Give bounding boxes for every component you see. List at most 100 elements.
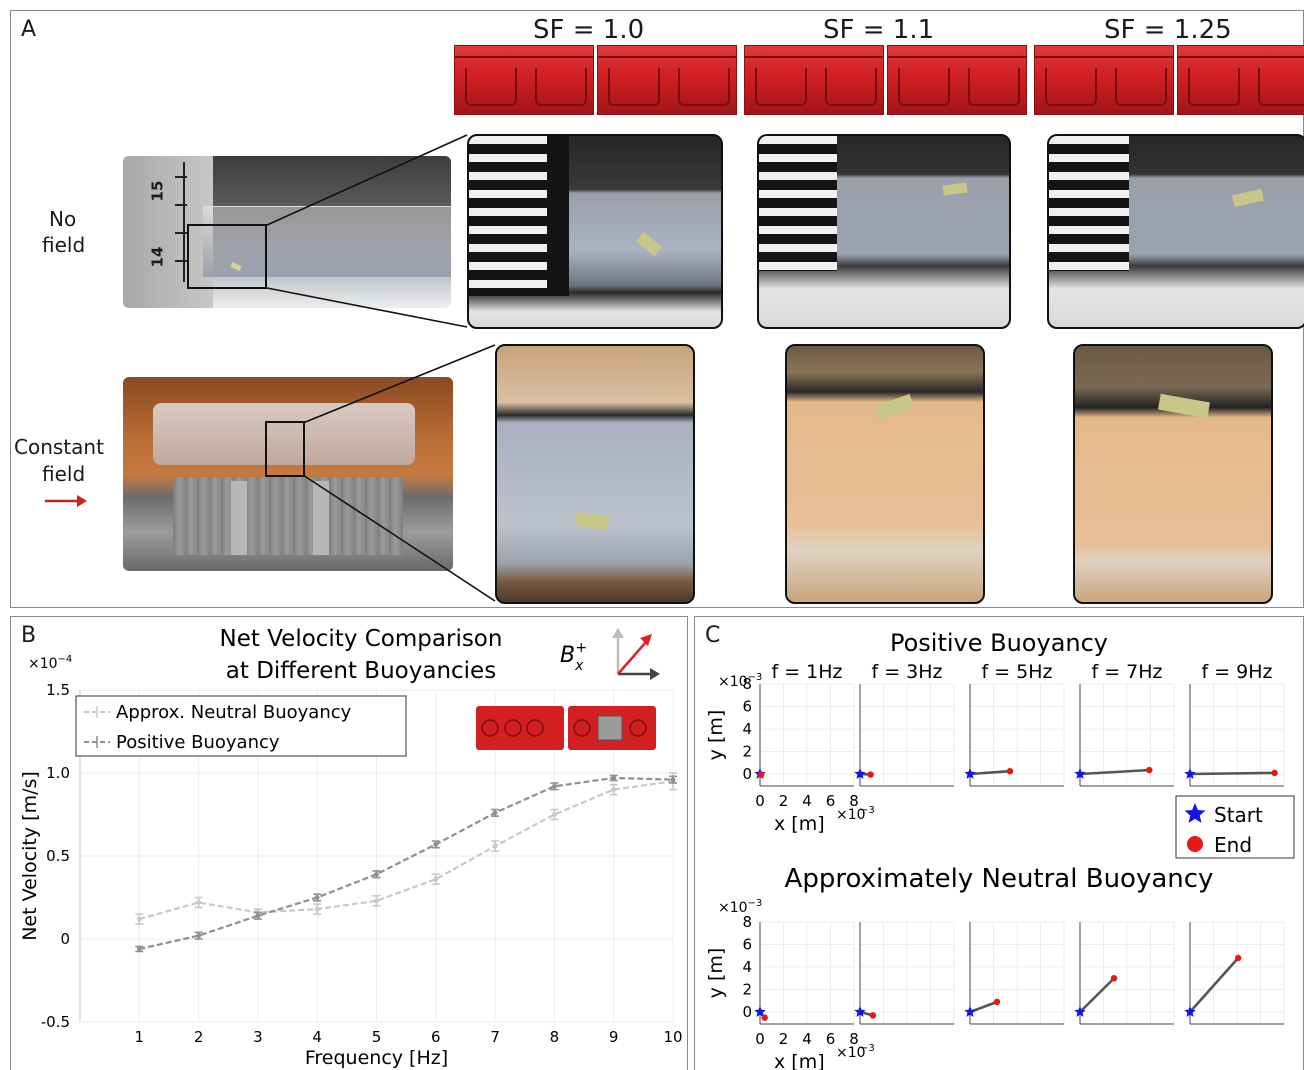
- end-marker: [1234, 954, 1242, 962]
- x-tick-label: 2: [779, 1030, 789, 1048]
- device-hole: [504, 719, 522, 737]
- panel-b: B: [10, 616, 688, 1070]
- axis-y-arrowhead: [612, 628, 624, 638]
- series-line: [139, 780, 674, 921]
- end-marker: [757, 771, 765, 778]
- data-point: [255, 913, 261, 919]
- field-superscript: +: [575, 640, 587, 656]
- x-tick-label: 10: [663, 1028, 682, 1046]
- photo-no-field-overview: 15 14: [123, 156, 451, 308]
- trajectory-path: [1079, 977, 1115, 1013]
- photo-sf-1-25-no-field: [1047, 134, 1304, 329]
- data-point: [492, 843, 498, 849]
- neutral-buoyancy-title: Approximately Neutral Buoyancy: [785, 864, 1214, 894]
- x-exponent-power: −3: [860, 805, 875, 816]
- start-marker: [1074, 768, 1086, 779]
- y-tick-label: 8: [742, 913, 752, 931]
- chart-title-line-1: Net Velocity Comparison: [220, 626, 503, 652]
- field-vector-arrowhead: [640, 634, 652, 646]
- data-point: [552, 783, 557, 789]
- end-marker: [761, 1014, 768, 1021]
- device-part-1: [476, 706, 564, 750]
- series-line: [139, 776, 674, 951]
- x-exponent-power: −3: [860, 1043, 875, 1054]
- start-marker: [964, 1006, 976, 1017]
- end-marker: [869, 1012, 877, 1019]
- zoom-box-no-field: [187, 224, 267, 289]
- x-tick-label: 7: [490, 1028, 500, 1046]
- y-tick-label: 0: [60, 930, 70, 948]
- x-tick-label: 6: [826, 1030, 836, 1048]
- data-point: [314, 895, 320, 900]
- x-tick-label: 8: [550, 1028, 560, 1046]
- data-point: [433, 876, 439, 882]
- legend-end-dot-icon: [1187, 836, 1203, 852]
- y-tick-label: 6: [742, 936, 752, 954]
- end-marker: [1146, 766, 1153, 774]
- cad-model-2-open: [887, 45, 1027, 115]
- row-label-constant-1: Constant: [14, 435, 104, 459]
- device-hole: [629, 719, 647, 737]
- end-marker: [993, 998, 1001, 1006]
- row-label-constant-2: field: [42, 462, 86, 486]
- panel-a-label: A: [21, 17, 37, 42]
- y-axis-label: Net Velocity [m/s]: [19, 771, 41, 941]
- x-tick-label: 5: [372, 1028, 382, 1046]
- field-vector-arrow: [617, 641, 647, 675]
- legend-start-label: Start: [1214, 803, 1263, 827]
- data-point: [136, 916, 142, 922]
- data-point: [552, 812, 557, 817]
- row-label-no-field-2: field: [42, 233, 86, 257]
- x-tick-label: 4: [312, 1028, 322, 1046]
- end-marker: [867, 771, 874, 778]
- legend-label: Approx. Neutral Buoyancy: [116, 702, 352, 723]
- x-tick-label: 6: [431, 1028, 441, 1046]
- legend-end-label: End: [1214, 833, 1252, 857]
- subplot-title: f = 7Hz: [1091, 661, 1162, 683]
- subplot-positive-5: f = 9Hz: [1184, 661, 1285, 787]
- series-positive: [135, 774, 677, 953]
- x-exponent-label: ×10: [836, 1045, 866, 1061]
- sf-label-1: SF = 1.0: [533, 15, 645, 45]
- sf-label-3: SF = 1.25: [1104, 15, 1232, 45]
- photo-sf-1-0-no-field: [467, 134, 723, 329]
- trajectory-path: [969, 769, 1011, 776]
- axis-x-arrowhead: [650, 668, 660, 680]
- panel-b-label: B: [21, 623, 37, 648]
- y-tick-label: 0: [742, 1003, 752, 1021]
- y-exponent-power: −3: [748, 898, 763, 909]
- data-point: [196, 933, 202, 939]
- subplot-title: f = 3Hz: [871, 661, 942, 683]
- cad-model-3-open: [1177, 45, 1304, 115]
- x-tick-label: 6: [826, 792, 836, 810]
- net-velocity-chart: Net Velocity Comparison at Different Buoy…: [19, 626, 683, 1069]
- device-icon: [476, 706, 656, 750]
- data-point: [374, 871, 379, 877]
- x-tick-label: 3: [253, 1028, 263, 1046]
- subplot-positive-4: f = 7Hz: [1074, 661, 1175, 787]
- subplot-neutral-3: [964, 921, 1065, 1025]
- legend-box: [75, 695, 407, 757]
- y-tick-label: 4: [742, 958, 752, 976]
- subplot-title: f = 5Hz: [981, 661, 1052, 683]
- x-tick-label: 4: [802, 1030, 812, 1048]
- y-tick-label: 0: [742, 765, 752, 783]
- y-exponent-power: −3: [748, 672, 763, 683]
- x-tick-label: 4: [802, 792, 812, 810]
- subplot-positive-3: f = 5Hz: [964, 661, 1065, 787]
- data-point: [433, 841, 439, 847]
- x-tick-label: 1: [135, 1028, 145, 1046]
- data-point: [374, 898, 379, 904]
- data-point: [136, 946, 142, 952]
- subplot-neutral-2: [854, 921, 955, 1025]
- zoom-box-constant-field: [265, 421, 305, 477]
- y-tick-label: 8: [742, 675, 752, 693]
- device-hole: [526, 719, 544, 737]
- y-exponent-label: ×10−3: [718, 898, 762, 916]
- trajectory-subplots: Positive Buoyancy Approximately Neutral B…: [705, 629, 1295, 1070]
- y-tick-label: 2: [742, 743, 752, 761]
- y-tick-label: 6: [742, 698, 752, 716]
- x-tick-label: 0: [755, 1030, 765, 1048]
